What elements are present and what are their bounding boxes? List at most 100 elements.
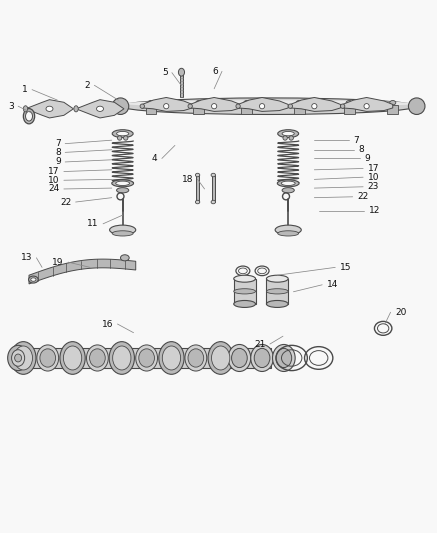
Ellipse shape bbox=[110, 225, 136, 235]
Polygon shape bbox=[142, 98, 192, 111]
Ellipse shape bbox=[254, 349, 270, 368]
Text: 5: 5 bbox=[162, 68, 167, 77]
Ellipse shape bbox=[90, 349, 105, 367]
Ellipse shape bbox=[14, 354, 21, 362]
Text: 7: 7 bbox=[55, 139, 61, 148]
Ellipse shape bbox=[409, 98, 425, 115]
Text: 7: 7 bbox=[354, 136, 359, 144]
Ellipse shape bbox=[185, 345, 207, 371]
Text: 8: 8 bbox=[55, 148, 61, 157]
Text: 4: 4 bbox=[152, 154, 157, 163]
Ellipse shape bbox=[121, 98, 417, 115]
Ellipse shape bbox=[277, 180, 299, 187]
Text: 24: 24 bbox=[48, 184, 59, 193]
Ellipse shape bbox=[267, 289, 288, 294]
Text: 3: 3 bbox=[8, 102, 14, 111]
Ellipse shape bbox=[117, 188, 129, 193]
Ellipse shape bbox=[148, 101, 154, 105]
Text: 9: 9 bbox=[364, 154, 370, 163]
Text: 18: 18 bbox=[182, 175, 193, 184]
Bar bbox=[146, 105, 156, 115]
Ellipse shape bbox=[346, 101, 352, 105]
Circle shape bbox=[236, 104, 240, 108]
Ellipse shape bbox=[195, 173, 200, 177]
Ellipse shape bbox=[23, 106, 28, 112]
Ellipse shape bbox=[11, 342, 36, 374]
Ellipse shape bbox=[278, 231, 298, 236]
Ellipse shape bbox=[40, 349, 55, 367]
Ellipse shape bbox=[23, 109, 35, 124]
Text: 6: 6 bbox=[212, 67, 218, 76]
Bar bbox=[387, 105, 398, 115]
Ellipse shape bbox=[60, 342, 85, 374]
Ellipse shape bbox=[273, 344, 295, 372]
Ellipse shape bbox=[121, 255, 129, 261]
Text: 17: 17 bbox=[368, 164, 379, 173]
Ellipse shape bbox=[289, 136, 293, 140]
Text: 17: 17 bbox=[48, 167, 59, 176]
Ellipse shape bbox=[267, 301, 288, 308]
Text: 15: 15 bbox=[340, 263, 351, 272]
Ellipse shape bbox=[163, 103, 169, 109]
Ellipse shape bbox=[234, 301, 256, 308]
Ellipse shape bbox=[117, 132, 129, 136]
Ellipse shape bbox=[232, 349, 247, 368]
Ellipse shape bbox=[188, 349, 204, 367]
Ellipse shape bbox=[276, 349, 291, 368]
Ellipse shape bbox=[278, 130, 298, 138]
Ellipse shape bbox=[296, 101, 302, 105]
Ellipse shape bbox=[124, 136, 128, 140]
Ellipse shape bbox=[281, 181, 295, 185]
Ellipse shape bbox=[139, 349, 154, 367]
Text: 10: 10 bbox=[368, 173, 379, 182]
Bar bbox=[12, 348, 271, 368]
Ellipse shape bbox=[121, 100, 417, 107]
Polygon shape bbox=[76, 100, 124, 118]
Ellipse shape bbox=[25, 111, 32, 121]
Ellipse shape bbox=[234, 275, 256, 282]
Ellipse shape bbox=[390, 101, 396, 105]
Bar bbox=[194, 105, 205, 115]
Ellipse shape bbox=[234, 289, 256, 294]
Bar bbox=[267, 279, 288, 304]
Ellipse shape bbox=[196, 101, 202, 105]
Bar bbox=[344, 105, 355, 115]
Bar bbox=[294, 105, 305, 115]
Ellipse shape bbox=[208, 342, 233, 374]
Ellipse shape bbox=[282, 188, 294, 193]
Circle shape bbox=[140, 104, 145, 108]
Ellipse shape bbox=[63, 346, 82, 370]
Ellipse shape bbox=[46, 106, 53, 111]
Polygon shape bbox=[190, 98, 240, 111]
Ellipse shape bbox=[28, 276, 38, 283]
Ellipse shape bbox=[212, 346, 230, 370]
Ellipse shape bbox=[97, 106, 104, 111]
Ellipse shape bbox=[275, 225, 301, 235]
Ellipse shape bbox=[109, 342, 135, 374]
Ellipse shape bbox=[14, 346, 32, 370]
Ellipse shape bbox=[74, 106, 78, 112]
Ellipse shape bbox=[312, 103, 317, 109]
Ellipse shape bbox=[12, 350, 24, 366]
Ellipse shape bbox=[178, 68, 184, 76]
Ellipse shape bbox=[244, 101, 250, 105]
Text: 11: 11 bbox=[87, 219, 99, 228]
Text: 1: 1 bbox=[22, 85, 28, 94]
Ellipse shape bbox=[364, 103, 369, 109]
Ellipse shape bbox=[267, 275, 288, 282]
Polygon shape bbox=[238, 98, 288, 111]
Text: 2: 2 bbox=[84, 81, 90, 90]
Ellipse shape bbox=[159, 342, 184, 374]
Ellipse shape bbox=[211, 200, 215, 204]
Ellipse shape bbox=[116, 181, 130, 185]
Text: 21: 21 bbox=[254, 340, 266, 349]
Ellipse shape bbox=[112, 98, 129, 115]
Text: 13: 13 bbox=[21, 253, 32, 262]
Bar bbox=[212, 175, 215, 202]
Ellipse shape bbox=[283, 136, 287, 140]
Ellipse shape bbox=[112, 180, 134, 187]
Ellipse shape bbox=[195, 200, 200, 204]
Text: 12: 12 bbox=[369, 206, 380, 215]
Bar bbox=[180, 74, 183, 98]
Ellipse shape bbox=[87, 345, 108, 371]
